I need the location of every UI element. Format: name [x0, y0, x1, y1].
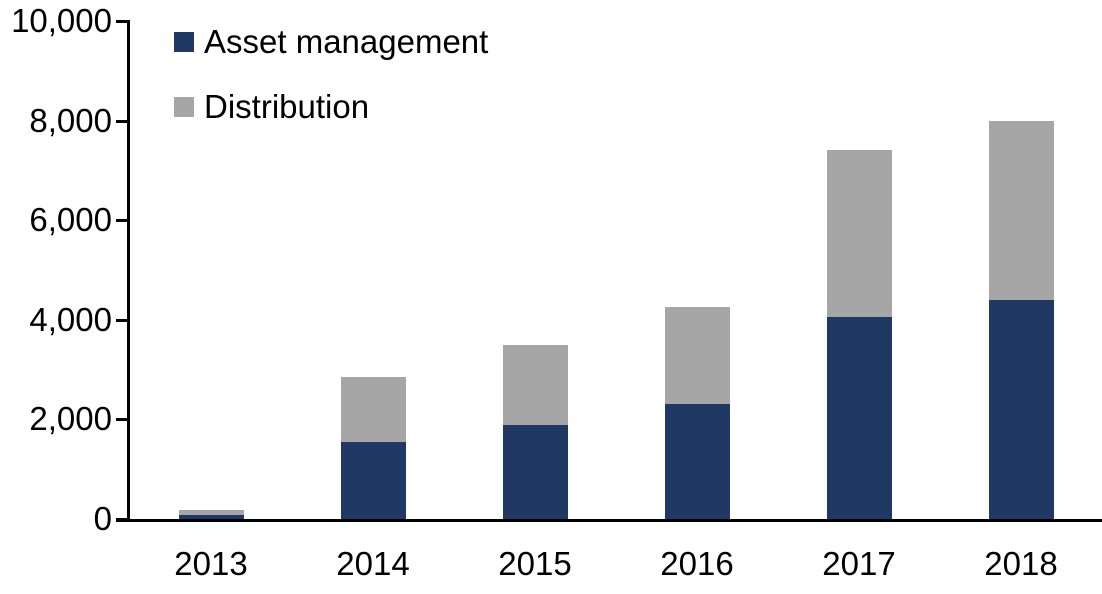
y-tick-mark	[116, 219, 130, 222]
y-tick-label-10000: 10,000	[11, 2, 112, 39]
y-tick-mark	[116, 20, 130, 23]
bar-segment-asset-management-2018	[989, 300, 1054, 519]
y-tick-mark	[116, 319, 130, 322]
legend-swatch-distribution-icon	[174, 97, 194, 117]
legend-swatch-asset-management-icon	[174, 32, 194, 52]
y-tick-label-0: 0	[93, 500, 112, 537]
x-tick-label-2014: 2014	[336, 545, 410, 582]
x-tick-label-2013: 2013	[174, 545, 248, 582]
bar-segment-distribution-2013	[179, 510, 244, 515]
x-tick-label-2016: 2016	[660, 545, 734, 582]
bar-segment-distribution-2017	[827, 150, 892, 317]
y-tick-mark	[116, 120, 130, 123]
legend-label-asset-management: Asset management	[204, 23, 489, 60]
bar-segment-distribution-2015	[503, 345, 568, 425]
bar-segment-distribution-2016	[665, 307, 730, 404]
bar-segment-asset-management-2013	[179, 515, 244, 519]
y-tick-label-2000: 2,000	[29, 400, 112, 437]
y-axis-line	[127, 20, 130, 522]
y-tick-mark	[116, 418, 130, 421]
y-tick-mark	[116, 518, 130, 521]
x-axis-line	[116, 519, 1102, 522]
bar-segment-asset-management-2014	[341, 442, 406, 519]
bar-segment-distribution-2018	[989, 121, 1054, 300]
x-tick-label-2017: 2017	[822, 545, 896, 582]
bar-segment-asset-management-2015	[503, 424, 568, 519]
legend-label-distribution: Distribution	[204, 88, 370, 125]
y-tick-label-4000: 4,000	[29, 301, 112, 338]
x-tick-label-2018: 2018	[984, 545, 1058, 582]
legend-item-distribution: Distribution	[174, 87, 488, 127]
legend-item-asset-management: Asset management	[174, 22, 488, 62]
bar-segment-asset-management-2017	[827, 317, 892, 519]
chart-legend: Asset management Distribution	[174, 22, 488, 152]
y-tick-label-6000: 6,000	[29, 201, 112, 238]
bar-segment-asset-management-2016	[665, 404, 730, 519]
x-tick-label-2015: 2015	[498, 545, 572, 582]
bar-segment-distribution-2014	[341, 377, 406, 442]
y-tick-label-8000: 8,000	[29, 102, 112, 139]
